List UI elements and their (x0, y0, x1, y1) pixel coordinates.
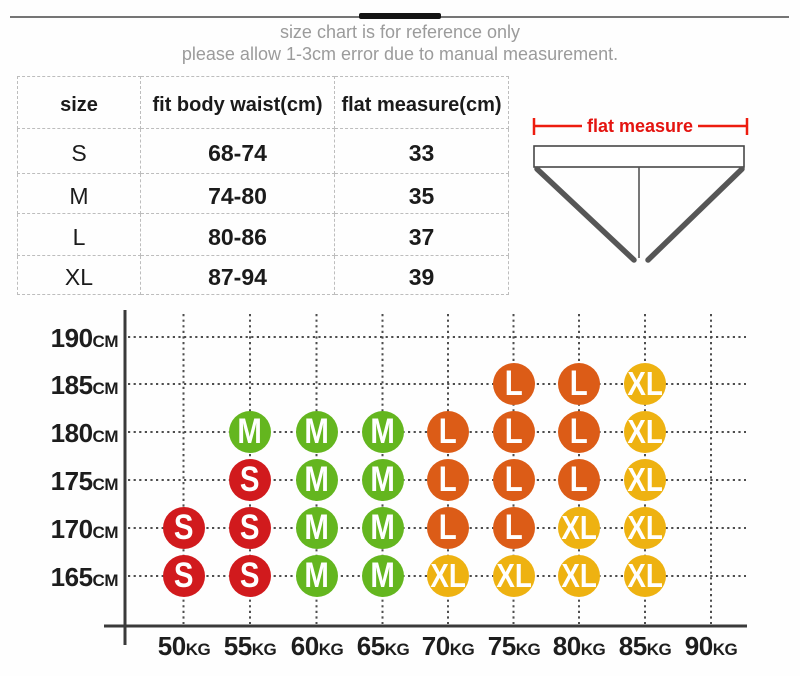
svg-text:flat measure: flat measure (587, 116, 693, 136)
